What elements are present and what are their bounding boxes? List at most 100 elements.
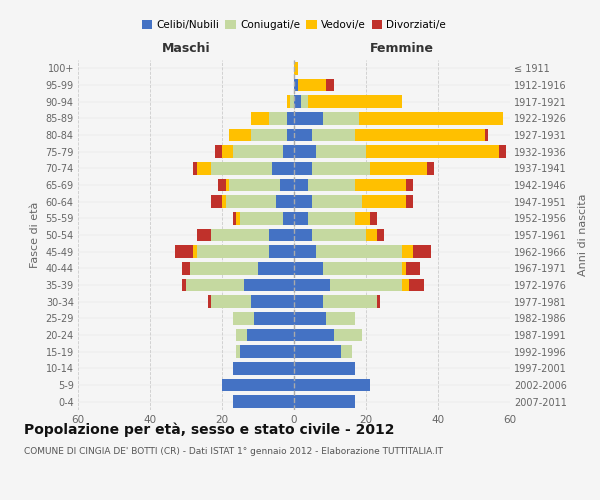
- Bar: [251, 129, 287, 141]
- Bar: [294, 112, 323, 124]
- Bar: [272, 162, 294, 174]
- Bar: [226, 196, 276, 208]
- Bar: [301, 96, 308, 108]
- Bar: [499, 146, 506, 158]
- Bar: [294, 262, 323, 274]
- Legend: Celibi/Nubili, Coniugati/e, Vedovi/e, Divorziati/e: Celibi/Nubili, Coniugati/e, Vedovi/e, Di…: [137, 16, 451, 34]
- Bar: [294, 212, 308, 224]
- Bar: [294, 396, 355, 408]
- Bar: [226, 179, 229, 192]
- Text: COMUNE DI CINGIA DE' BOTTI (CR) - Dati ISTAT 1° gennaio 2012 - Elaborazione TUTT: COMUNE DI CINGIA DE' BOTTI (CR) - Dati I…: [24, 448, 443, 456]
- Bar: [366, 229, 377, 241]
- Bar: [233, 396, 294, 408]
- Bar: [406, 179, 413, 192]
- Bar: [312, 129, 355, 141]
- Bar: [215, 146, 222, 158]
- Bar: [330, 279, 402, 291]
- Bar: [355, 212, 370, 224]
- Text: Maschi: Maschi: [161, 42, 211, 55]
- Bar: [190, 262, 258, 274]
- Bar: [409, 279, 424, 291]
- Bar: [222, 196, 226, 208]
- Bar: [326, 79, 334, 92]
- Bar: [294, 179, 308, 192]
- Bar: [359, 112, 503, 124]
- Bar: [208, 296, 211, 308]
- Bar: [308, 96, 402, 108]
- Bar: [269, 112, 287, 124]
- Bar: [280, 179, 294, 192]
- Bar: [244, 279, 294, 291]
- Bar: [211, 162, 272, 174]
- Bar: [294, 229, 312, 241]
- Y-axis label: Anni di nascita: Anni di nascita: [578, 194, 588, 276]
- Bar: [377, 229, 384, 241]
- Bar: [283, 212, 294, 224]
- Bar: [294, 362, 355, 374]
- Bar: [294, 96, 301, 108]
- Bar: [276, 196, 294, 208]
- Bar: [294, 79, 298, 92]
- Bar: [308, 212, 355, 224]
- Bar: [258, 262, 294, 274]
- Bar: [182, 279, 186, 291]
- Bar: [326, 312, 355, 324]
- Bar: [485, 129, 488, 141]
- Bar: [402, 246, 413, 258]
- Bar: [287, 96, 290, 108]
- Text: Femmine: Femmine: [370, 42, 434, 55]
- Bar: [251, 112, 269, 124]
- Bar: [413, 246, 431, 258]
- Bar: [294, 246, 316, 258]
- Bar: [236, 212, 240, 224]
- Bar: [366, 146, 499, 158]
- Bar: [233, 362, 294, 374]
- Bar: [323, 112, 359, 124]
- Bar: [222, 379, 294, 391]
- Bar: [370, 162, 427, 174]
- Bar: [308, 179, 355, 192]
- Bar: [427, 162, 434, 174]
- Bar: [294, 62, 298, 74]
- Bar: [312, 162, 370, 174]
- Bar: [240, 212, 283, 224]
- Bar: [377, 296, 380, 308]
- Bar: [341, 346, 352, 358]
- Bar: [294, 312, 326, 324]
- Bar: [287, 112, 294, 124]
- Bar: [294, 196, 312, 208]
- Bar: [197, 246, 269, 258]
- Bar: [294, 346, 341, 358]
- Bar: [294, 379, 370, 391]
- Bar: [287, 129, 294, 141]
- Bar: [247, 329, 294, 341]
- Bar: [233, 146, 283, 158]
- Bar: [218, 179, 226, 192]
- Bar: [211, 196, 222, 208]
- Bar: [254, 312, 294, 324]
- Bar: [323, 262, 402, 274]
- Text: Popolazione per età, sesso e stato civile - 2012: Popolazione per età, sesso e stato civil…: [24, 422, 395, 437]
- Bar: [229, 129, 251, 141]
- Bar: [290, 96, 294, 108]
- Bar: [334, 329, 362, 341]
- Y-axis label: Fasce di età: Fasce di età: [30, 202, 40, 268]
- Bar: [197, 229, 211, 241]
- Bar: [251, 296, 294, 308]
- Bar: [236, 329, 247, 341]
- Bar: [294, 296, 323, 308]
- Bar: [240, 346, 294, 358]
- Bar: [233, 312, 254, 324]
- Bar: [402, 279, 409, 291]
- Bar: [233, 212, 236, 224]
- Bar: [197, 162, 211, 174]
- Bar: [193, 162, 197, 174]
- Bar: [298, 79, 326, 92]
- Bar: [323, 296, 377, 308]
- Bar: [406, 196, 413, 208]
- Bar: [182, 262, 190, 274]
- Bar: [370, 212, 377, 224]
- Bar: [211, 296, 251, 308]
- Bar: [312, 196, 362, 208]
- Bar: [294, 279, 330, 291]
